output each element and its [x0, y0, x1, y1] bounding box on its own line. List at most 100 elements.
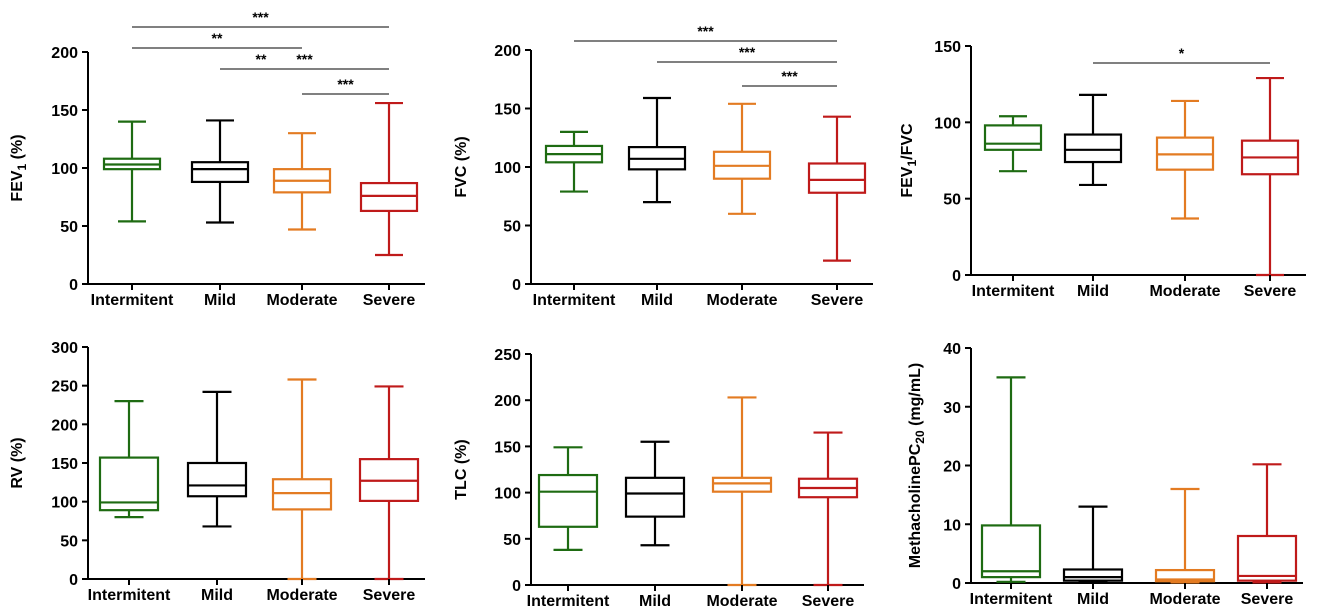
- interquartile-box: [713, 478, 771, 492]
- interquartile-box: [626, 478, 684, 517]
- x-tick-label-intermitent: Intermitent: [533, 292, 616, 309]
- interquartile-box: [809, 163, 865, 192]
- interquartile-box: [1238, 536, 1296, 581]
- interquartile-box: [1065, 135, 1121, 162]
- y-tick-label: 100: [51, 161, 78, 178]
- box-mild: [188, 392, 246, 527]
- x-tick-label-mild: Mild: [641, 292, 673, 309]
- box-severe: [799, 433, 857, 585]
- y-axis-label: FEV1 (%): [9, 134, 29, 201]
- interquartile-box: [188, 463, 246, 496]
- x-tick-label-moderate: Moderate: [1149, 591, 1220, 608]
- y-tick-label: 0: [952, 268, 961, 285]
- interquartile-box: [985, 125, 1041, 149]
- y-axis-label: RV (%): [9, 437, 26, 488]
- box-intermitent: [539, 447, 597, 550]
- y-tick-label: 200: [51, 417, 78, 434]
- y-axis-label: TLC (%): [453, 439, 470, 499]
- significance-label: **: [212, 30, 223, 46]
- box-moderate: [713, 397, 771, 585]
- x-tick-label-mild: Mild: [201, 587, 233, 604]
- significance-label: ***: [296, 51, 313, 67]
- significance-label: ***: [739, 44, 756, 60]
- y-axis-label: FVC (%): [453, 136, 470, 197]
- x-tick-label-mild: Mild: [1077, 591, 1109, 608]
- box-moderate: [1157, 101, 1213, 219]
- y-tick-label: 250: [51, 379, 78, 396]
- box-intermitent: [104, 122, 160, 222]
- box-moderate: [714, 104, 770, 214]
- x-tick-label-intermitent: Intermitent: [970, 591, 1053, 608]
- y-tick-label: 200: [494, 393, 521, 410]
- x-tick-label-moderate: Moderate: [706, 593, 777, 610]
- x-tick-label-mild: Mild: [1077, 283, 1109, 300]
- x-tick-label-mild: Mild: [639, 593, 671, 610]
- y-tick-label: 30: [943, 400, 961, 417]
- y-tick-label: 100: [934, 115, 961, 132]
- y-tick-label: 50: [60, 219, 78, 236]
- rv-panel: 0 50 100 150 200 250 300 RV (%) Intermitent Mild M…: [9, 340, 425, 604]
- interquartile-box: [273, 479, 331, 509]
- x-tick-label-intermitent: Intermitent: [88, 587, 171, 604]
- y-tick-label: 200: [51, 45, 78, 62]
- x-tick-label-severe: Severe: [802, 593, 855, 610]
- interquartile-box: [361, 183, 417, 211]
- y-tick-label: 50: [503, 219, 521, 236]
- interquartile-box: [192, 162, 248, 182]
- y-axis-label: MethacholinePC20 (mg/mL): [907, 363, 927, 568]
- box-mild: [626, 442, 684, 545]
- significance-label: ***: [337, 76, 354, 92]
- significance-label: ***: [697, 23, 714, 39]
- box-severe: [809, 117, 865, 261]
- box-mild: [192, 120, 248, 222]
- y-axis-label: FEV1/FVC: [899, 123, 919, 198]
- box-severe: [1238, 464, 1296, 582]
- y-tick-label: 200: [494, 43, 521, 60]
- methacholine-pc20-panel: 0 10 20 30 40 MethacholinePC20 (mg/mL) Intermi…: [907, 341, 1303, 608]
- x-tick-label-moderate: Moderate: [706, 292, 777, 309]
- box-severe: [1242, 78, 1298, 275]
- y-tick-label: 100: [494, 160, 521, 177]
- significance-label: ***: [252, 9, 269, 25]
- y-tick-label: 0: [512, 578, 521, 595]
- y-tick-label: 250: [494, 347, 521, 364]
- fvc-panel: 0 50 100 150 200 FVC (%) Intermitent Mild Modera…: [453, 23, 873, 309]
- y-tick-label: 50: [943, 192, 961, 209]
- box-intermitent: [982, 377, 1040, 581]
- y-tick-label: 50: [503, 532, 521, 549]
- box-mild: [1064, 507, 1122, 583]
- x-tick-label-intermitent: Intermitent: [91, 292, 174, 309]
- y-tick-label: 0: [69, 572, 78, 589]
- y-tick-label: 10: [943, 517, 961, 534]
- y-tick-label: 100: [494, 486, 521, 503]
- interquartile-box: [982, 525, 1040, 577]
- box-intermitent: [985, 116, 1041, 171]
- y-tick-label: 0: [512, 277, 521, 294]
- x-tick-label-intermitent: Intermitent: [527, 593, 610, 610]
- x-tick-label-moderate: Moderate: [266, 292, 337, 309]
- significance-label: **: [256, 51, 267, 67]
- box-mild: [1065, 95, 1121, 185]
- x-tick-label-moderate: Moderate: [1149, 283, 1220, 300]
- fev1-fvc-panel: 0 50 100 150 FEV1/FVC Intermitent Mild Moderate…: [899, 39, 1306, 300]
- x-tick-label-intermitent: Intermitent: [972, 283, 1055, 300]
- box-moderate: [274, 133, 330, 229]
- y-tick-label: 100: [51, 495, 78, 512]
- y-tick-label: 300: [51, 340, 78, 357]
- significance-label: *: [1179, 45, 1185, 61]
- y-tick-label: 40: [943, 341, 961, 358]
- x-tick-label-severe: Severe: [363, 292, 416, 309]
- y-tick-label: 150: [494, 439, 521, 456]
- y-tick-label: 150: [494, 102, 521, 119]
- y-tick-label: 0: [952, 576, 961, 593]
- x-tick-label-severe: Severe: [1244, 283, 1297, 300]
- x-tick-label-severe: Severe: [1241, 591, 1294, 608]
- box-moderate: [273, 379, 331, 579]
- y-tick-label: 0: [69, 277, 78, 294]
- y-tick-label: 20: [943, 459, 961, 476]
- box-mild: [629, 98, 685, 202]
- tlc-panel: 0 50 100 150 200 250 TLC (%) Intermitent Mild Mod…: [453, 347, 864, 610]
- interquartile-box: [1064, 569, 1122, 580]
- box-intermitent: [546, 132, 602, 192]
